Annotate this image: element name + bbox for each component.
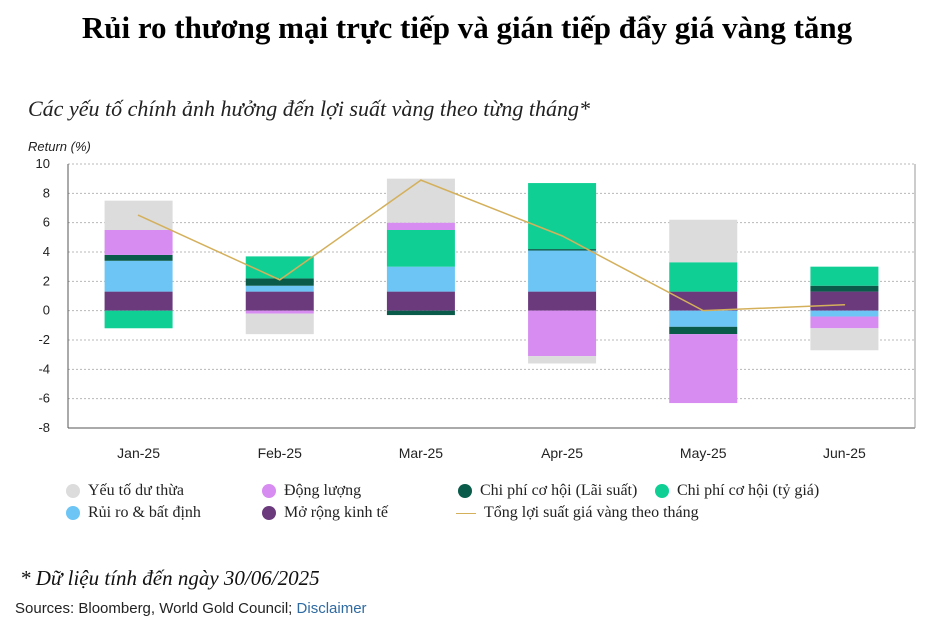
y-tick-label: 2 [43,273,50,288]
legend-item-residual: Yếu tố dư thừa [66,482,184,500]
legend-swatch [458,484,472,498]
bar-segment [245,291,314,311]
y-tick-label: -6 [38,391,50,406]
bar-segment [245,285,314,292]
bar-segment [245,278,314,286]
bar-segment [104,254,173,261]
footnote: * Dữ liệu tính đến ngày 30/06/2025 [20,566,320,590]
bar-segment [669,334,738,404]
stacked-bar-chart: 10 8 6 4 2 0 -2 -4 -6 -8 Jan-25 Feb-25 Mar-25 Apr-25 M… [36,156,916,461]
total-return-point [420,179,422,181]
bar-segment [669,219,738,263]
y-tick-label: 4 [43,244,50,259]
legend-swatch [262,484,276,498]
bar-segment [528,249,597,251]
legend-label: Chi phí cơ hội (Lãi suất) [480,482,638,499]
bar-segment [386,178,455,223]
legend-item-opportunity-cost-fx: Chi phí cơ hội (tỷ giá) [655,482,819,500]
bar-segment [386,230,455,267]
y-tick-label: -2 [38,332,50,347]
x-tick-label: Mar-25 [399,445,444,461]
x-tick-label: Apr-25 [541,445,583,461]
total-return-point [561,235,563,237]
legend-item-total-return: Tổng lợi suất giá vàng theo tháng [456,504,699,522]
total-return-point [843,304,846,306]
bar-segment [810,285,879,292]
bar-segment [386,222,455,230]
legend-label: Động lượng [284,482,362,499]
bar-segment [245,310,314,314]
bar-segment [810,328,879,351]
bar-segment [386,266,455,292]
legend-label: Mở rộng kinh tế [284,504,389,521]
y-tick-label: 8 [43,185,50,200]
y-tick-label: 10 [36,156,50,171]
bar-segment [104,230,173,255]
y-tick-label: -8 [38,420,50,435]
bar-segment [528,356,597,364]
bar-segment [386,310,455,316]
total-return-point [137,214,140,217]
disclaimer-link[interactable]: Disclaimer [296,600,367,617]
y-tick-label: -4 [38,361,50,376]
total-return-point [702,309,705,312]
legend-item-risk-uncertainty: Rủi ro & bất định [66,504,201,522]
legend-item-opportunity-cost-rates: Chi phí cơ hội (Lãi suất) [458,482,637,500]
legend-item-economic-expansion: Mở rộng kinh tế [262,504,388,522]
y-tick-label: 0 [43,303,50,318]
bar-segment [104,291,173,311]
bar-segment [669,291,738,311]
y-tick-label: 6 [43,215,50,230]
x-tick-label: May-25 [680,445,727,461]
legend-line-swatch [456,512,476,514]
bar-segment [528,250,597,292]
x-tick-label: Jan-25 [117,445,160,461]
bar-segment [810,266,879,286]
legend-swatch [655,484,669,498]
bar-segment [669,262,738,292]
total-return-line [138,179,845,312]
legend-swatch [66,484,80,498]
bar-segment [669,326,738,335]
bar-segment [810,291,879,311]
legend-swatch [262,506,276,520]
legend-label: Yếu tố dư thừa [88,482,184,499]
legend-item-momentum: Động lượng [262,482,361,500]
bar-segment [810,316,879,329]
bar-segment [528,291,597,311]
chart-title: Rủi ro thương mại trực tiếp và gián tiếp… [81,10,853,45]
x-tick-label: Feb-25 [258,445,303,461]
chart-subtitle: Các yếu tố chính ảnh hưởng đến lợi suất … [28,96,590,121]
bar-segment [245,313,314,335]
bar-segment [245,256,314,279]
legend-label: Tổng lợi suất giá vàng theo tháng [484,504,699,521]
bar-segment [810,310,879,317]
bar-segment [528,183,597,250]
bar-segment [669,310,738,327]
legend-label: Rủi ro & bất định [88,504,201,521]
sources-line: Sources: Bloomberg, World Gold Council; … [15,600,367,617]
bar-segment [386,291,455,311]
bar-segment [104,260,173,292]
total-return-point [278,279,281,281]
legend-label: Chi phí cơ hội (tỷ giá) [677,482,820,499]
y-axis-label: Return (%) [28,139,91,154]
bar-segment [528,310,597,357]
sources-text: Sources: Bloomberg, World Gold Council; [15,600,293,617]
x-tick-label: Jun-25 [823,445,866,461]
legend-swatch [66,506,80,520]
bar-segment [104,310,173,329]
